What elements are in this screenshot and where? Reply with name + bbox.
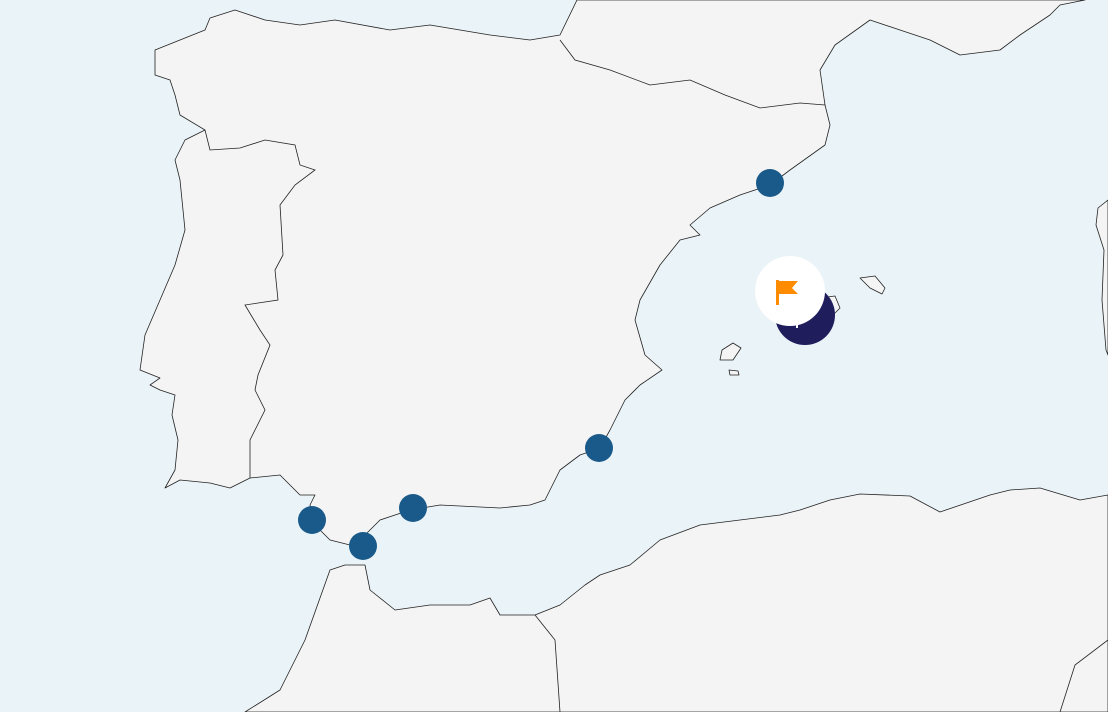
spain-france-border: [559, 39, 826, 109]
formentera: [728, 369, 740, 376]
menorca: [859, 275, 886, 295]
flag-icon: [776, 280, 798, 305]
north-africa-landmass: [244, 487, 1108, 712]
marker-barcelona[interactable]: [756, 169, 784, 197]
location-markers: [298, 169, 784, 560]
marker-gibraltar[interactable]: [349, 532, 377, 560]
marker-malaga[interactable]: [399, 494, 427, 522]
ibiza: [719, 342, 742, 361]
marker-tarifa[interactable]: [298, 506, 326, 534]
portugal-spain-border: [204, 129, 316, 478]
morocco-algeria-border: [534, 614, 561, 712]
selected-marker[interactable]: [755, 256, 835, 345]
marker-valencia-coast[interactable]: [585, 434, 613, 462]
algeria-tunisia-border: [1059, 639, 1108, 712]
